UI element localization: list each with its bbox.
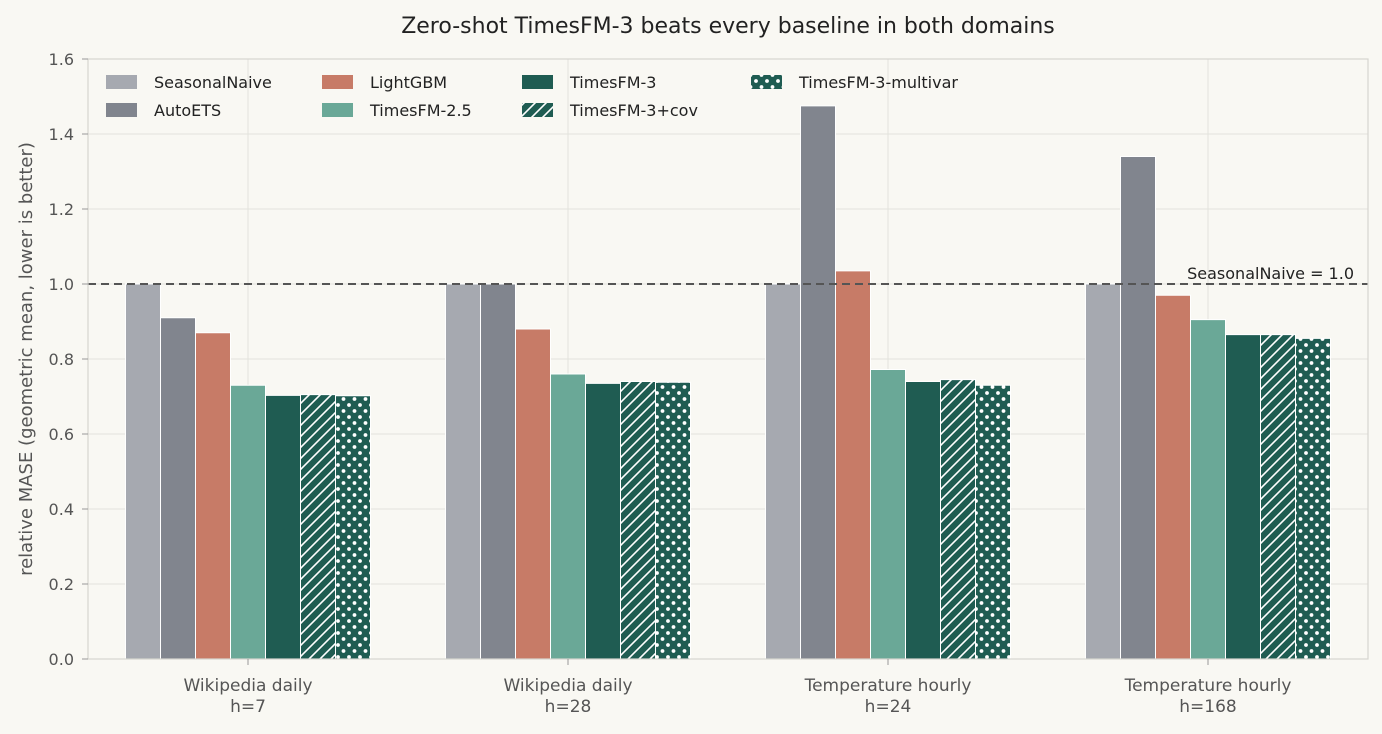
bar-lightgbm bbox=[835, 270, 871, 660]
legend-label: TimesFM-3+cov bbox=[569, 101, 698, 120]
legend-label: TimesFM-3-multivar bbox=[798, 73, 958, 92]
x-tick-label: h=24 bbox=[865, 697, 912, 717]
legend-label: SeasonalNaive bbox=[154, 73, 272, 92]
x-tick-label: Wikipedia daily bbox=[503, 676, 632, 696]
legend-swatch bbox=[106, 75, 137, 89]
x-tick-label: h=168 bbox=[1179, 697, 1236, 717]
bar-timesfm-3-multivar bbox=[655, 381, 691, 660]
x-tick-label: Wikipedia daily bbox=[183, 676, 312, 696]
bar-timesfm-3 bbox=[905, 381, 941, 660]
y-tick-label: 1.4 bbox=[49, 125, 74, 144]
bar-seasonalnaive bbox=[125, 283, 161, 660]
bar-timesfm-3 bbox=[265, 394, 301, 660]
bar-seasonalnaive bbox=[445, 283, 481, 660]
reference-line-label: SeasonalNaive = 1.0 bbox=[1187, 264, 1354, 283]
legend-item-timesfm-3: TimesFM-3 bbox=[522, 73, 656, 92]
y-axis-ticks: 0.0 0.2 0.4 0.6 0.8 1.0 1.2 1.4 1.6 bbox=[49, 50, 88, 669]
legend-label: AutoETS bbox=[154, 101, 221, 120]
bar-autoets bbox=[480, 283, 516, 660]
bar-timesfm-3-cov bbox=[1260, 334, 1296, 660]
legend-label: TimesFM-3 bbox=[569, 73, 656, 92]
bar-timesfm-3-cov bbox=[940, 379, 976, 660]
bar-timesfm-3 bbox=[1225, 334, 1261, 660]
y-tick-label: 0.6 bbox=[49, 425, 74, 444]
bar-seasonalnaive bbox=[1085, 283, 1121, 660]
bar-timesfm-2-5 bbox=[1190, 319, 1226, 660]
y-axis-label: relative MASE (geometric mean, lower is … bbox=[16, 142, 37, 576]
bar-timesfm-2-5 bbox=[870, 369, 906, 660]
bar-autoets bbox=[160, 317, 196, 660]
chart-title: Zero-shot TimesFM-3 beats every baseline… bbox=[401, 14, 1055, 39]
legend-item-seasonalnaive: SeasonalNaive bbox=[106, 73, 272, 92]
legend-swatch bbox=[522, 75, 553, 89]
bar-seasonalnaive bbox=[765, 283, 801, 660]
legend-label: LightGBM bbox=[370, 73, 447, 92]
bar-timesfm-2-5 bbox=[230, 384, 266, 660]
x-tick-label: Temperature hourly bbox=[804, 676, 972, 696]
reference-line-group: SeasonalNaive = 1.0 bbox=[88, 264, 1368, 285]
bar-timesfm-3-multivar bbox=[975, 384, 1011, 660]
bars bbox=[125, 105, 1331, 660]
x-tick-label: Temperature hourly bbox=[1124, 676, 1292, 696]
legend-item-timesfm-2-5: TimesFM-2.5 bbox=[322, 101, 472, 120]
bar-timesfm-3-cov bbox=[620, 381, 656, 660]
legend-swatch bbox=[751, 75, 782, 89]
bar-timesfm-3-multivar bbox=[335, 395, 371, 660]
legend-swatch bbox=[106, 103, 137, 117]
y-tick-label: 0.0 bbox=[49, 650, 74, 669]
y-tick-label: 1.0 bbox=[49, 275, 74, 294]
bar-autoets bbox=[1120, 156, 1156, 660]
legend-item-timesfm-3-multivar: TimesFM-3-multivar bbox=[751, 73, 958, 92]
y-tick-label: 0.2 bbox=[49, 575, 74, 594]
bar-lightgbm bbox=[1155, 294, 1191, 660]
legend-label: TimesFM-2.5 bbox=[369, 101, 472, 120]
legend-item-timesfm-3-cov: TimesFM-3+cov bbox=[522, 101, 698, 120]
bar-autoets bbox=[800, 105, 836, 660]
y-tick-label: 0.8 bbox=[49, 350, 74, 369]
legend-swatch bbox=[522, 103, 553, 117]
x-tick-label: h=7 bbox=[230, 697, 266, 717]
bar-timesfm-3-multivar bbox=[1295, 337, 1331, 660]
legend-swatch bbox=[322, 75, 353, 89]
bar-lightgbm bbox=[515, 328, 551, 660]
bar-lightgbm bbox=[195, 332, 231, 660]
bar-timesfm-3-cov bbox=[300, 394, 336, 660]
y-tick-label: 1.2 bbox=[49, 200, 74, 219]
bar-timesfm-2-5 bbox=[550, 373, 586, 660]
legend-swatch bbox=[322, 103, 353, 117]
y-tick-label: 1.6 bbox=[49, 50, 74, 69]
legend-item-autoets: AutoETS bbox=[106, 101, 221, 120]
legend-item-lightgbm: LightGBM bbox=[322, 73, 447, 92]
y-tick-label: 0.4 bbox=[49, 500, 74, 519]
legend: SeasonalNaive AutoETS LightGBM TimesFM-2.5 T… bbox=[106, 73, 958, 120]
bar-timesfm-3 bbox=[585, 382, 621, 660]
x-tick-label: h=28 bbox=[545, 697, 592, 717]
